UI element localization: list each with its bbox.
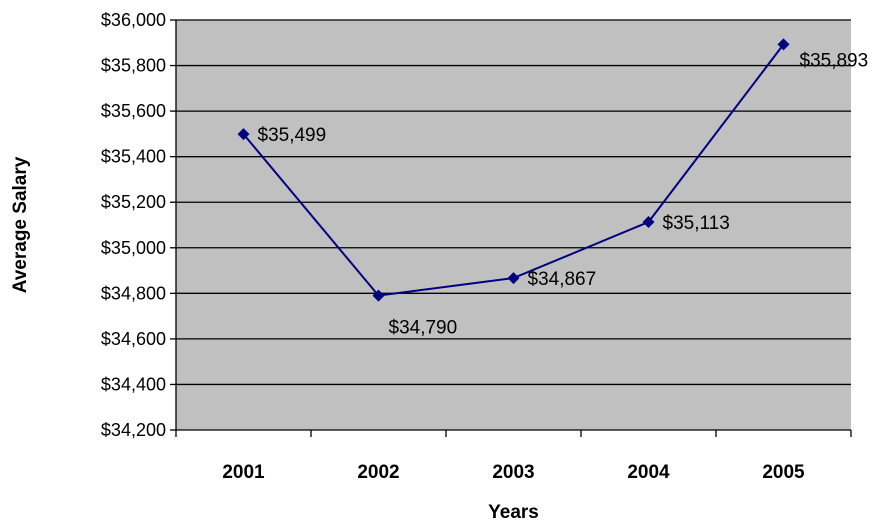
y-tick-label: $35,600 [101,101,166,121]
y-tick-label: $34,400 [101,374,166,394]
data-point [642,216,655,229]
y-tick-label: $34,600 [101,329,166,349]
data-markers [237,38,790,302]
y-axis-ticks: $34,200 $34,400 $34,600 $34,800 $35,000 $35,2… [101,10,176,440]
y-tick-label: $36,000 [101,10,166,30]
data-point [507,272,520,285]
x-tick-label: 2005 [762,462,805,483]
data-label: $34,790 [389,318,458,339]
data-point [777,38,790,51]
plot-area [176,20,851,430]
x-tick-label: 2002 [357,462,399,483]
data-label: $34,867 [528,269,597,290]
data-label: $35,499 [258,125,327,146]
y-tick-label: $35,200 [101,192,166,212]
data-point [372,289,385,302]
gridlines [176,19,851,386]
x-axis-ticks: 2001 2002 2003 2004 2005 [175,430,852,483]
data-labels: $35,499 $34,790 $34,867 $35,113 $35,893 [258,50,869,338]
data-point [237,128,250,141]
y-tick-label: $35,800 [101,56,166,76]
y-tick-label: $34,800 [101,283,166,303]
y-axis-title: Average Salary [10,156,31,293]
y-tick-label: $35,400 [101,147,166,167]
y-tick-label: $35,000 [101,238,166,258]
x-tick-label: 2004 [627,462,670,483]
x-axis-title: Years [488,502,539,523]
y-tick-label: $34,200 [101,420,166,440]
data-label: $35,893 [800,50,869,71]
x-tick-label: 2001 [222,462,265,483]
data-label: $35,113 [663,213,730,234]
x-tick-label: 2003 [492,462,534,483]
